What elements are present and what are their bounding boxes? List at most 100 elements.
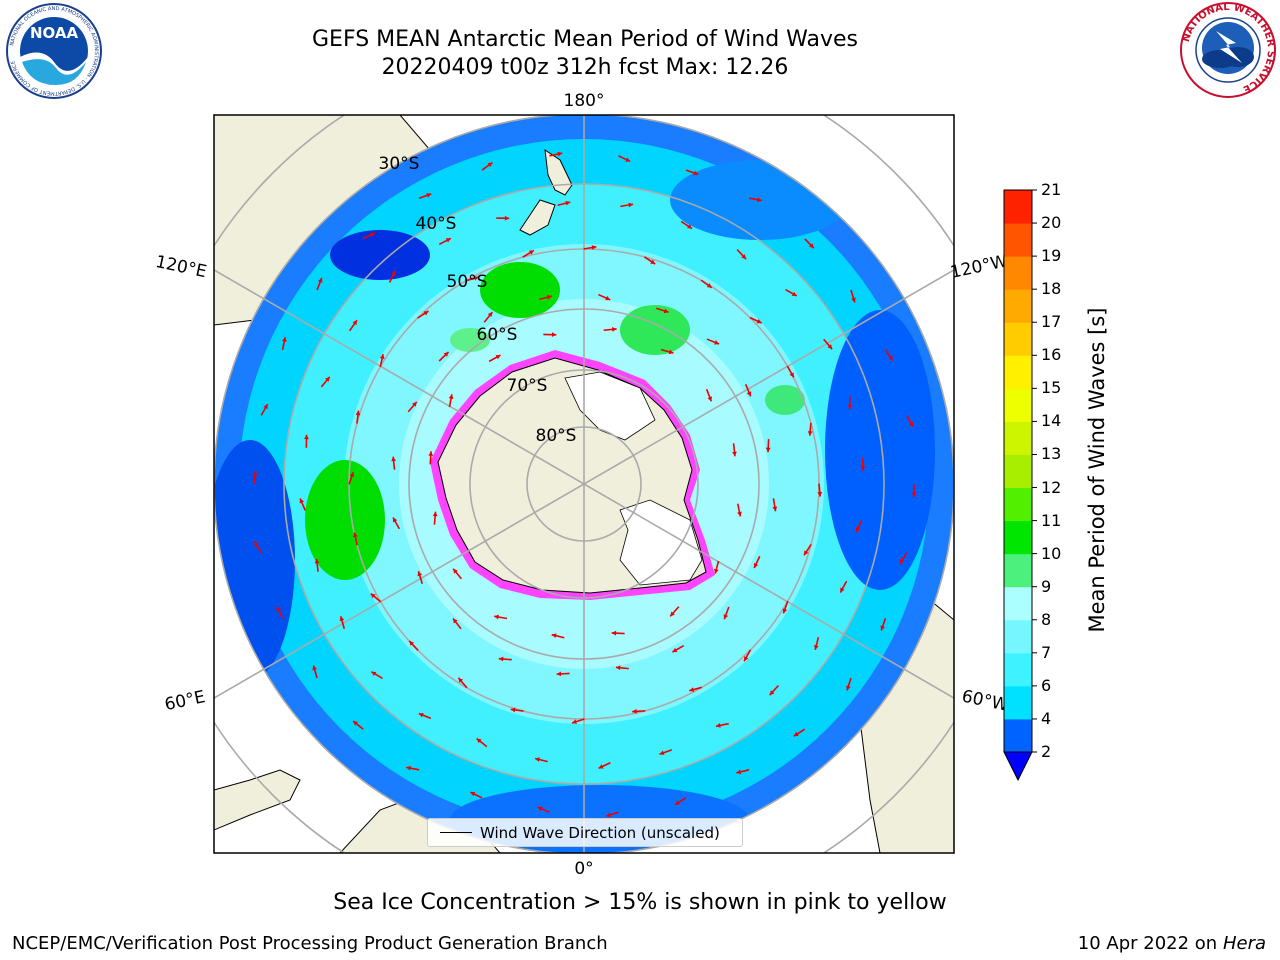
- colorbar-tick-label: 16: [1041, 345, 1062, 365]
- colorbar-segment: [1004, 685, 1032, 720]
- wind-arrow-head: [470, 791, 476, 797]
- wind-arrow-head: [605, 295, 611, 301]
- wind-arrow-head: [851, 297, 856, 303]
- wind-arrow-head: [349, 472, 355, 478]
- wind-arrow-head: [846, 685, 851, 691]
- wind-arrow-head: [732, 451, 737, 457]
- colorbar-tick-label: 11: [1041, 510, 1062, 530]
- colorbar-segment: [1004, 388, 1032, 422]
- colorbar-tick-label: 2: [1041, 742, 1052, 761]
- lon-label-120e: 120°E: [154, 252, 209, 282]
- colorbar-segment: [1004, 718, 1032, 753]
- colorbar-tick-label: 9: [1041, 576, 1052, 596]
- wind-arrow-head: [714, 568, 719, 574]
- wind-arrow-head: [445, 238, 451, 243]
- wind-arrow-head: [254, 541, 259, 547]
- colorbar-segment: [1004, 487, 1032, 522]
- wind-arrow-head: [807, 431, 813, 436]
- lon-label-0: 0°: [574, 859, 593, 879]
- wind-arrow-head: [370, 593, 376, 599]
- colorbar-segment: [1004, 256, 1032, 290]
- wind-arrow-head: [565, 200, 571, 206]
- colorbar-segment: [1004, 454, 1032, 489]
- colorbar-underflow-triangle: [1003, 751, 1033, 782]
- wind-arrow-head: [317, 277, 323, 283]
- wind-arrow-head: [391, 456, 397, 462]
- wind-arrow-head: [663, 308, 669, 314]
- wind-arrow-head: [744, 656, 749, 662]
- wind-arrow-head: [276, 606, 281, 612]
- map-legend: Wind Wave Direction (unscaled): [427, 818, 743, 847]
- wind-arrow-head: [379, 354, 385, 359]
- wind-arrow-head: [282, 337, 287, 342]
- footer-date-text: 10 Apr 2022 on: [1077, 933, 1218, 954]
- colorbar-title: Mean Period of Wind Waves [s]: [1085, 307, 1109, 633]
- noaa-logo-text: NOAA: [30, 24, 79, 42]
- wind-arrow-head: [498, 656, 504, 662]
- wind-arrow-head: [352, 320, 357, 326]
- colorbar-segment: [1004, 421, 1032, 455]
- colorbar-tick-label: 15: [1041, 378, 1062, 398]
- wind-arrow-head: [714, 340, 720, 345]
- weddell-ice-shelf: [619, 499, 703, 586]
- chart-title: GEFS MEAN Antarctic Mean Period of Wind …: [312, 27, 858, 52]
- wind-arrow-head: [827, 344, 833, 350]
- wind-arrow-head: [888, 355, 893, 361]
- colorbar-tick-label: 20: [1041, 213, 1062, 233]
- colorbar-tick-label: 17: [1041, 312, 1062, 332]
- wind-arrow-head: [757, 197, 762, 203]
- wind-arrow-head: [689, 687, 695, 692]
- wind-arrow-head: [263, 404, 268, 410]
- colorbar-segment: [1004, 322, 1032, 356]
- wind-arrow-head: [855, 527, 861, 533]
- wind-arrow-head: [650, 259, 656, 265]
- colorbar-segment: [1004, 190, 1032, 224]
- wind-arrow-head: [572, 719, 577, 724]
- africa-land: [214, 769, 301, 831]
- colorbar-segment: [1004, 586, 1032, 621]
- colorbar-tick-label: 18: [1041, 279, 1062, 299]
- chart-subtitle: 20220409 t00z 312h fcst Max: 12.26: [381, 55, 789, 80]
- footer-credit: NCEP/EMC/Verification Post Processing Pr…: [12, 933, 608, 954]
- wind-arrow-head: [880, 625, 885, 631]
- colorbar-tick-label: 19: [1041, 246, 1062, 266]
- wind-arrow-head: [723, 614, 729, 620]
- wind-arrow-head: [803, 550, 809, 556]
- wind-arrow-head: [693, 170, 699, 176]
- legend-line-icon: [440, 832, 472, 833]
- colorbar-tick-label: 21: [1041, 180, 1062, 199]
- wind-arrow-head: [406, 765, 411, 771]
- wind-arrow-head: [591, 245, 597, 250]
- wind-arrow-head: [353, 721, 359, 726]
- colorbar-frame: [1003, 189, 1033, 753]
- colorbar-segment: [1004, 355, 1032, 389]
- lat-label-40s: 40°S: [416, 214, 457, 234]
- lat-label-80s: 80°S: [536, 426, 577, 446]
- wind-arrow-head: [510, 707, 516, 713]
- wind-arrow-head: [551, 633, 557, 639]
- wind-arrow-head: [756, 318, 762, 324]
- wind-arrow-head: [426, 193, 432, 198]
- wind-arrow-head: [659, 750, 665, 756]
- wind-arrow-head: [473, 276, 479, 281]
- wind-arrow-head: [753, 563, 759, 569]
- legend-label: Wind Wave Direction (unscaled): [480, 823, 720, 842]
- wind-arrow-head: [817, 491, 823, 497]
- wind-arrow-head: [632, 708, 637, 714]
- wind-arrow-head: [453, 618, 458, 624]
- colorbar-segment: [1004, 553, 1032, 588]
- wind-arrow-head: [668, 349, 674, 355]
- colorbar-tick-label: 12: [1041, 477, 1062, 497]
- wind-arrow-head: [557, 151, 563, 157]
- wind-arrow-head: [487, 162, 493, 167]
- wind-arrow-head: [304, 434, 309, 440]
- colorbar-segment: [1004, 223, 1032, 257]
- wind-arrow-head: [769, 690, 775, 696]
- wind-arrow-head: [409, 640, 415, 646]
- wind-arrow-head: [325, 376, 330, 382]
- lat-label-50s: 50°S: [447, 272, 488, 292]
- wind-arrow-head: [670, 611, 675, 617]
- wind-arrow-head: [312, 665, 317, 671]
- wind-arrow-head: [528, 250, 534, 255]
